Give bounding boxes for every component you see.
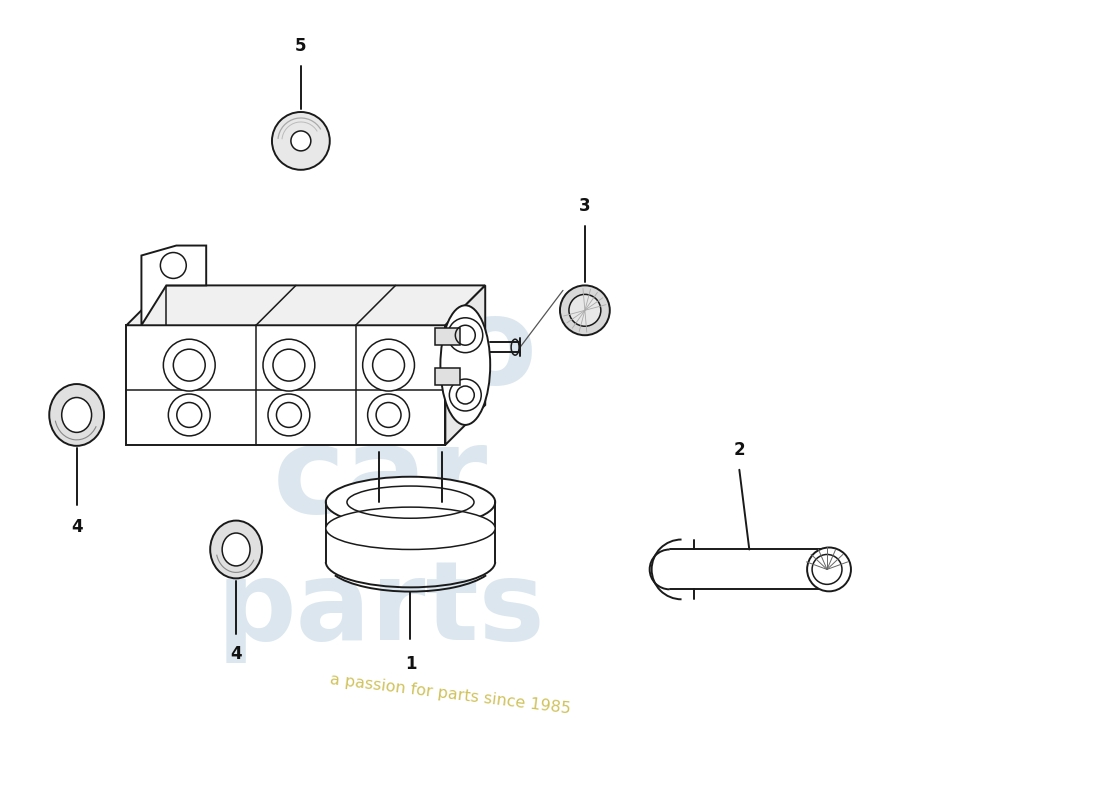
Text: 4: 4 [70, 518, 82, 535]
Ellipse shape [560, 286, 609, 335]
Ellipse shape [326, 477, 495, 527]
Ellipse shape [569, 294, 601, 326]
Ellipse shape [290, 131, 311, 151]
Ellipse shape [326, 507, 495, 550]
Ellipse shape [450, 379, 481, 411]
Ellipse shape [807, 547, 851, 591]
Polygon shape [446, 286, 485, 445]
Ellipse shape [367, 394, 409, 436]
Ellipse shape [363, 339, 415, 391]
Text: 2: 2 [734, 441, 745, 459]
Ellipse shape [222, 533, 250, 566]
Polygon shape [126, 326, 446, 445]
Ellipse shape [210, 521, 262, 578]
Ellipse shape [440, 306, 491, 425]
Text: 1: 1 [405, 655, 416, 673]
Ellipse shape [62, 398, 91, 432]
Polygon shape [126, 286, 485, 326]
Ellipse shape [448, 318, 483, 353]
Ellipse shape [163, 339, 216, 391]
Text: 5: 5 [295, 38, 307, 55]
Polygon shape [436, 328, 460, 345]
Text: a passion for parts since 1985: a passion for parts since 1985 [329, 672, 572, 716]
Polygon shape [436, 368, 460, 385]
Ellipse shape [272, 112, 330, 170]
Text: car: car [273, 422, 488, 538]
Polygon shape [142, 246, 206, 326]
Ellipse shape [50, 384, 104, 446]
Ellipse shape [268, 394, 310, 436]
Text: parts: parts [217, 556, 544, 662]
Text: euro: euro [223, 292, 538, 409]
Ellipse shape [263, 339, 315, 391]
Text: 4: 4 [230, 645, 242, 663]
Text: 3: 3 [579, 197, 591, 214]
Ellipse shape [168, 394, 210, 436]
